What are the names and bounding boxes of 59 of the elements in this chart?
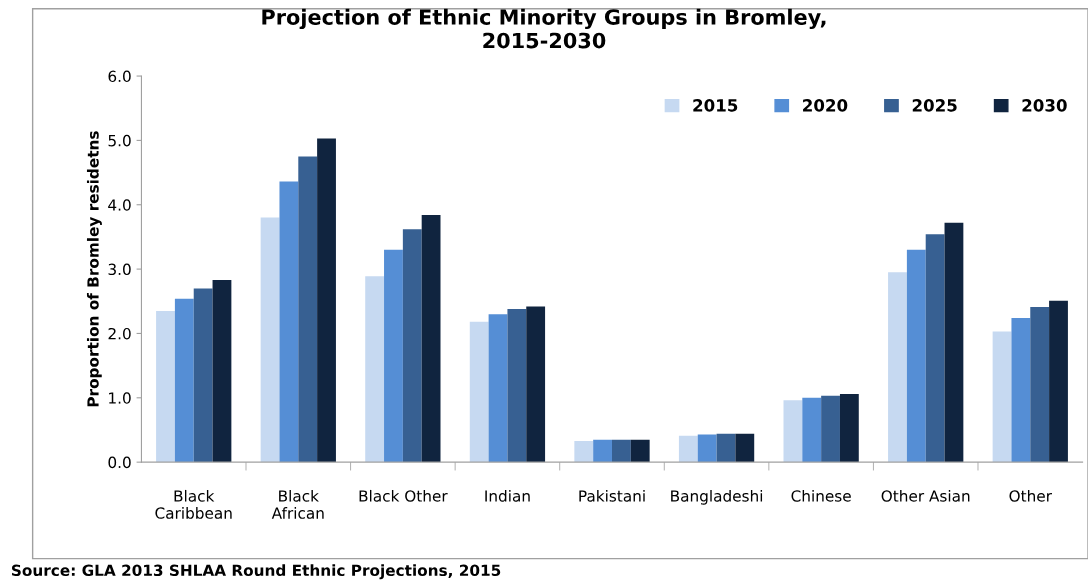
legend-label: 2020 <box>803 99 848 112</box>
bar <box>716 433 736 463</box>
bar <box>317 138 336 463</box>
y-tick-label: 4.0 <box>108 199 131 211</box>
bar <box>906 249 926 463</box>
y-tick-label: 2.0 <box>108 327 131 340</box>
bar <box>488 314 508 463</box>
bar <box>469 321 489 463</box>
bar <box>888 272 907 463</box>
y-axis-title: Proportion of Bromley residetns <box>86 131 102 407</box>
y-tick-label: 1.0 <box>109 392 131 404</box>
bar <box>697 434 717 463</box>
bar <box>384 249 403 463</box>
y-tick-label: 3.0 <box>108 263 131 276</box>
x-tick-label: Pakistani <box>579 489 645 502</box>
x-tick-label: Other <box>1009 489 1052 502</box>
bar <box>821 395 840 463</box>
bar <box>944 222 964 463</box>
bar <box>507 309 527 463</box>
bar <box>593 439 612 463</box>
bar <box>279 181 299 463</box>
bar <box>260 217 280 463</box>
bar <box>735 433 755 463</box>
x-tick-label: Black African <box>271 489 324 519</box>
bar <box>783 400 803 463</box>
bar <box>156 310 175 463</box>
x-tick-label: Black Other <box>359 489 448 502</box>
bar <box>802 397 822 463</box>
bar <box>1011 318 1031 463</box>
bar <box>839 393 859 463</box>
x-tick-label: Chinese <box>791 489 851 502</box>
bar <box>1049 300 1068 463</box>
y-tick-label: 0.0 <box>108 456 131 469</box>
legend-label: 2025 <box>912 99 957 112</box>
bar <box>630 439 650 463</box>
bar <box>1030 307 1050 463</box>
bar <box>421 215 441 463</box>
bar <box>402 229 422 463</box>
y-tick-label: 6.0 <box>108 70 131 83</box>
x-tick-label: Black Caribbean <box>155 489 232 519</box>
bar <box>193 288 213 463</box>
x-tick-label: Indian <box>485 489 530 502</box>
legend-label: 2030 <box>1022 99 1067 112</box>
bar <box>925 234 945 463</box>
bar <box>298 156 318 463</box>
bar <box>612 439 631 463</box>
bar <box>212 280 232 463</box>
x-tick-label: Bangladeshi <box>671 489 763 505</box>
bar <box>992 331 1012 463</box>
legend-label: 2015 <box>693 99 738 112</box>
x-tick-label: Other Asian <box>881 489 970 502</box>
source-note: Source: GLA 2013 SHLAA Round Ethnic Projections, 2015 <box>11 564 501 580</box>
y-tick-label: 5.0 <box>108 134 131 147</box>
chart-title: Projection of Ethnic Minority Groups in Bromley, 2015-2030 <box>262 8 826 49</box>
bar <box>574 440 594 463</box>
bar <box>678 435 698 463</box>
bar <box>174 298 194 463</box>
bar <box>365 276 385 463</box>
bar <box>526 306 546 463</box>
